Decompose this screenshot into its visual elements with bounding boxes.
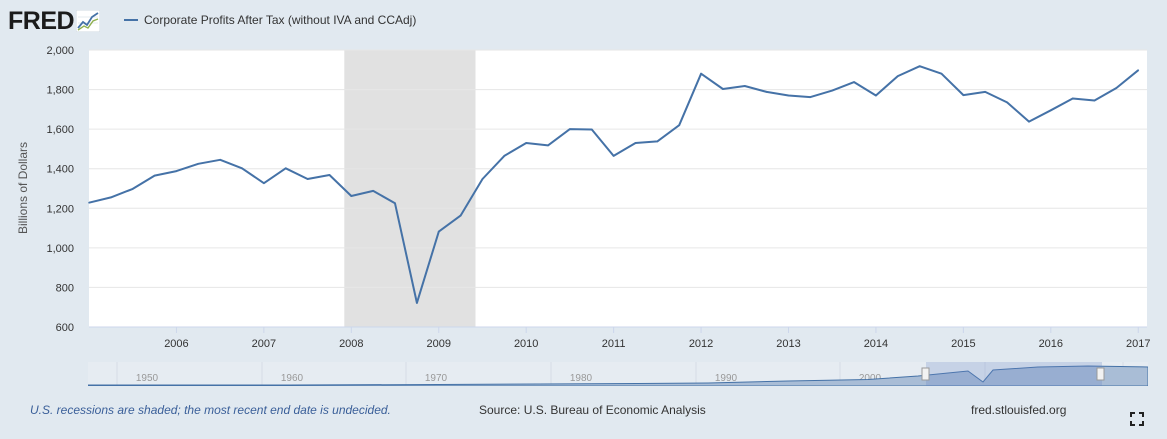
y-tick-label: 1,200 <box>46 203 74 215</box>
data-point[interactable] <box>153 174 156 177</box>
data-point[interactable] <box>219 159 221 161</box>
x-tick-label: 2009 <box>427 338 451 350</box>
recession-note: U.S. recessions are shaded; the most rec… <box>30 403 391 417</box>
data-point[interactable] <box>481 178 484 180</box>
navigator-right-handle[interactable] <box>1096 367 1105 381</box>
fred-logo-text: FRED <box>8 6 75 35</box>
navigator-selected-range[interactable] <box>926 362 1102 386</box>
data-point[interactable] <box>853 81 855 83</box>
data-point[interactable] <box>306 178 309 180</box>
data-point[interactable] <box>437 230 440 233</box>
data-point[interactable] <box>787 94 790 97</box>
x-tick-label: 2015 <box>951 338 975 350</box>
navigator-year-label: 1990 <box>715 373 738 384</box>
data-point[interactable] <box>1006 101 1008 104</box>
data-point[interactable] <box>1050 109 1052 112</box>
y-tick-label: 800 <box>56 282 74 294</box>
data-point[interactable] <box>678 124 681 126</box>
x-tick-label: 2011 <box>602 338 626 350</box>
chart-header: FRED Corporate Profits After Tax (withou… <box>0 0 1167 44</box>
x-tick-label: 2010 <box>514 338 538 350</box>
navigator-year-label: 1950 <box>136 373 159 384</box>
data-point[interactable] <box>350 195 353 197</box>
data-point[interactable] <box>525 142 527 144</box>
data-point[interactable] <box>372 190 374 192</box>
y-tick-label: 2,000 <box>46 45 74 57</box>
data-point[interactable] <box>1028 120 1030 123</box>
x-tick-label: 2012 <box>689 338 713 350</box>
data-point[interactable] <box>110 196 112 199</box>
data-point[interactable] <box>831 89 834 92</box>
range-navigator[interactable]: 19501960197019801990200020102020 <box>88 362 1148 386</box>
data-point[interactable] <box>1093 99 1096 102</box>
data-point[interactable] <box>416 302 418 304</box>
navigator-left-handle[interactable] <box>921 367 930 381</box>
data-point[interactable] <box>328 174 331 176</box>
chart-footer: U.S. recessions are shaded; the most rec… <box>0 395 1167 425</box>
x-tick-label: 2008 <box>339 338 363 350</box>
data-point[interactable] <box>569 128 571 130</box>
data-point[interactable] <box>809 96 812 98</box>
fred-graph-icon <box>76 10 101 32</box>
data-point[interactable] <box>656 140 659 143</box>
y-tick-label: 1,800 <box>46 85 74 97</box>
data-point[interactable] <box>503 155 506 157</box>
data-point[interactable] <box>765 91 768 93</box>
data-point[interactable] <box>722 88 724 90</box>
data-point[interactable] <box>634 142 637 144</box>
navigator-series-area <box>88 365 1148 386</box>
data-point[interactable] <box>175 170 178 172</box>
data-point[interactable] <box>700 72 702 75</box>
data-point[interactable] <box>1115 87 1118 89</box>
data-point[interactable] <box>590 128 593 131</box>
data-point[interactable] <box>918 65 921 68</box>
data-point[interactable] <box>394 202 396 205</box>
navigator-year-label: 2000 <box>859 373 882 384</box>
y-tick-label: 1,000 <box>46 243 74 255</box>
navigator-year-label: 1970 <box>425 373 448 384</box>
x-tick-label: 2007 <box>252 338 276 350</box>
y-tick-label: 1,400 <box>46 164 74 176</box>
fullscreen-icon[interactable] <box>1130 412 1144 426</box>
legend-line-swatch <box>124 19 138 21</box>
x-tick-label: 2013 <box>776 338 800 350</box>
y-axis-label: Billions of Dollars <box>16 142 30 234</box>
data-point[interactable] <box>1137 69 1140 71</box>
data-point[interactable] <box>88 201 90 204</box>
data-point[interactable] <box>547 144 549 147</box>
line-chart[interactable]: 600 800 1,000 1,200 1,400 1,600 1,800 2,000 200… <box>0 40 1167 360</box>
data-point[interactable] <box>875 94 877 97</box>
y-tick-label: 600 <box>56 322 74 334</box>
fred-logo[interactable]: FRED <box>8 6 101 36</box>
data-point[interactable] <box>284 167 287 170</box>
data-point[interactable] <box>940 72 943 75</box>
data-point[interactable] <box>612 155 615 157</box>
site-link[interactable]: fred.stlouisfed.org <box>971 403 1067 417</box>
data-point[interactable] <box>962 94 965 96</box>
navigator-year-label: 1980 <box>570 373 593 384</box>
data-point[interactable] <box>984 91 987 93</box>
legend-label: Corporate Profits After Tax (without IVA… <box>144 13 417 27</box>
data-point[interactable] <box>131 188 134 190</box>
source-text: Source: U.S. Bureau of Economic Analysis <box>479 403 706 417</box>
data-point[interactable] <box>263 182 265 184</box>
y-tick-label: 1,600 <box>46 124 74 136</box>
x-tick-label: 2014 <box>864 338 888 350</box>
x-tick-label: 2016 <box>1039 338 1063 350</box>
data-point[interactable] <box>459 214 462 217</box>
navigator-year-label: 1960 <box>281 373 304 384</box>
x-tick-label: 2017 <box>1126 338 1150 350</box>
data-point[interactable] <box>897 75 899 77</box>
plot-background <box>89 50 1147 327</box>
chart-legend: Corporate Profits After Tax (without IVA… <box>124 13 416 27</box>
data-point[interactable] <box>743 85 746 87</box>
x-tick-label: 2006 <box>164 338 188 350</box>
data-point[interactable] <box>241 167 243 170</box>
data-point[interactable] <box>197 162 200 165</box>
recession-shade <box>344 50 476 327</box>
data-point[interactable] <box>1071 97 1074 100</box>
